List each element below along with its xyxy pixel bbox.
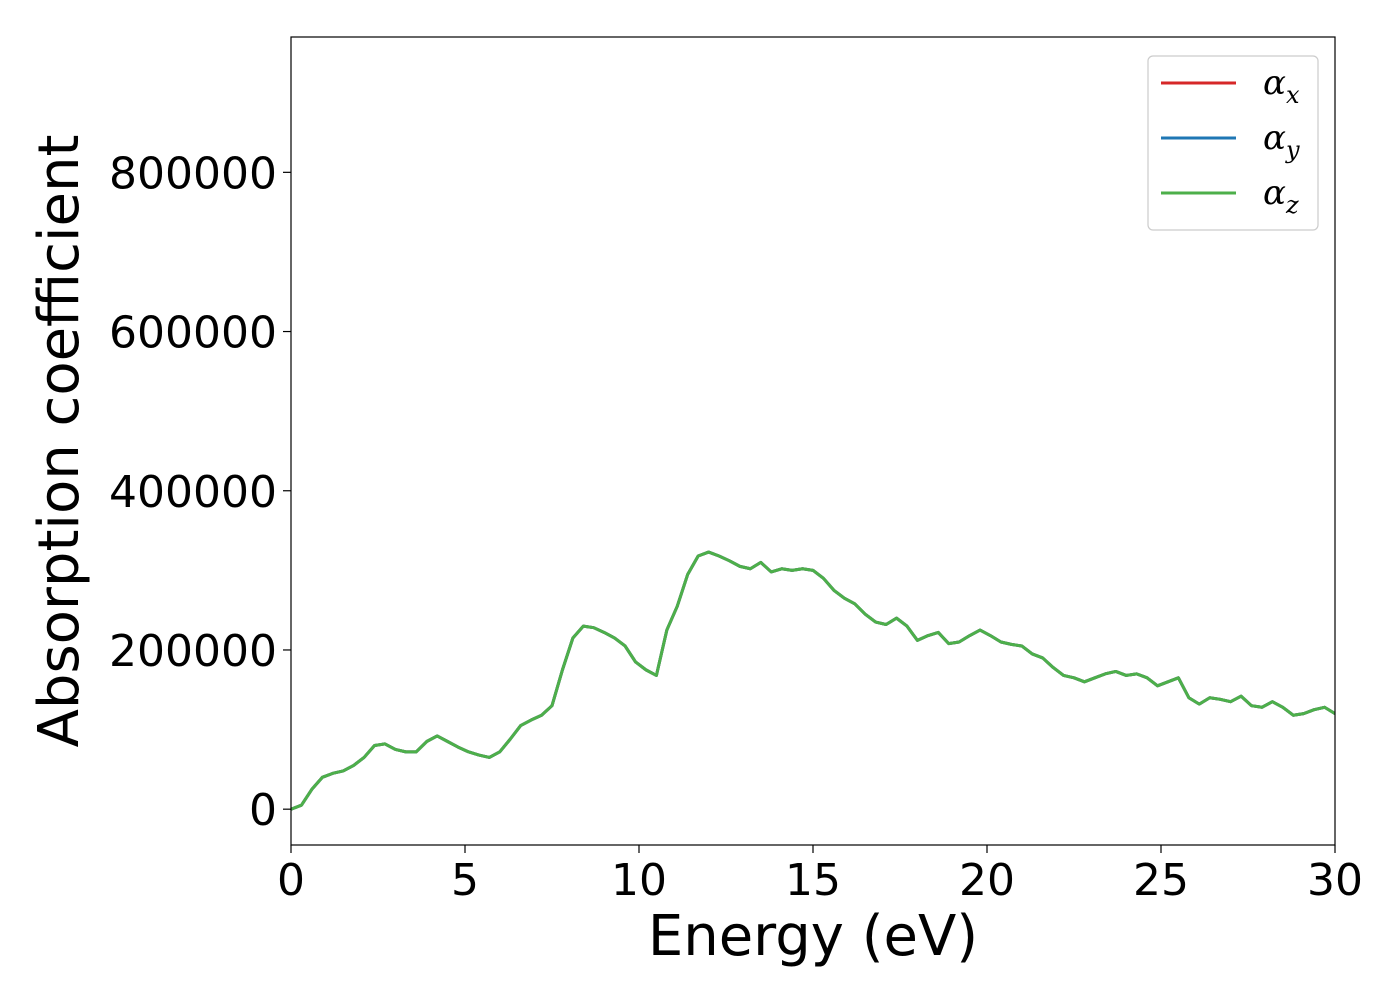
x-tick-label: 20 [959, 855, 1015, 906]
y-tick-label: 600000 [109, 308, 277, 359]
legend-box [1147, 55, 1319, 231]
legend-label-sub: y [1285, 136, 1300, 164]
legend-label-y: αy [1263, 118, 1300, 164]
y-tick-label: 400000 [109, 467, 277, 518]
legend-label-base: α [1263, 118, 1286, 158]
legend-label-sub: x [1286, 81, 1300, 109]
series-line-z [291, 550, 1335, 811]
y-tick-label: 0 [249, 785, 277, 836]
legend-label-x: αx [1263, 63, 1300, 109]
x-tick-label: 30 [1307, 855, 1363, 906]
legend-label-z: αz [1263, 173, 1299, 219]
legend-label-sub: z [1285, 191, 1299, 219]
y-tick-label: 800000 [109, 148, 277, 199]
legend-label-base: α [1263, 173, 1286, 213]
legend-label-base: α [1263, 63, 1286, 103]
x-tick-label: 15 [785, 855, 841, 906]
y-axis: 0 200000 400000 600000 800000 [109, 148, 291, 836]
x-tick-label: 5 [451, 855, 479, 906]
x-tick-label: 10 [611, 855, 667, 906]
x-tick-label: 25 [1133, 855, 1189, 906]
x-axis: 0 5 10 15 20 25 30 [277, 845, 1363, 906]
y-axis-label: Absorption coefficient [27, 135, 92, 748]
y-tick-label: 200000 [109, 626, 277, 677]
x-tick-label: 0 [277, 855, 305, 906]
plot-area [291, 550, 1335, 811]
x-axis-label: Energy (eV) [648, 904, 978, 969]
